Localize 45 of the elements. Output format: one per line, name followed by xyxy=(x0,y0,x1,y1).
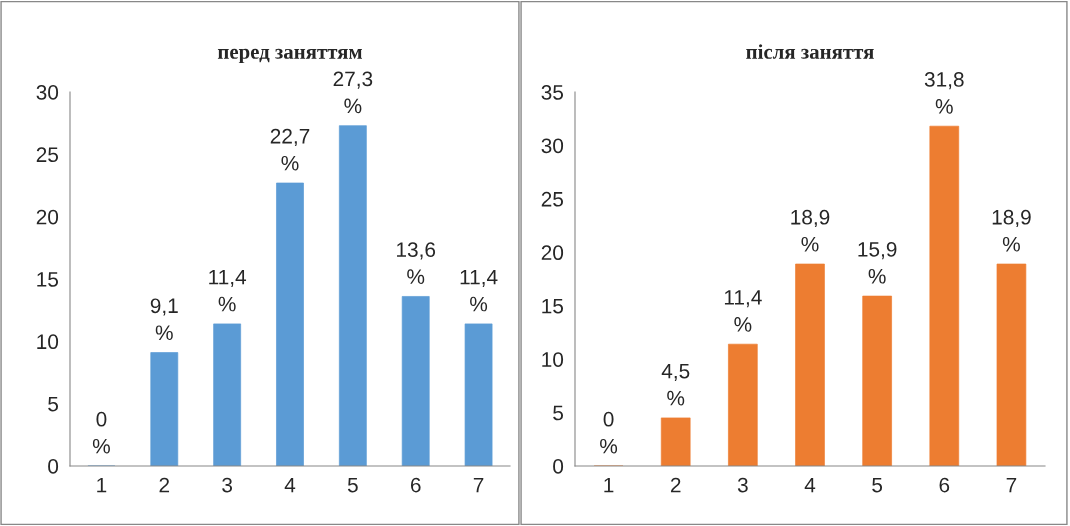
x-tick-label: 4 xyxy=(804,477,816,493)
x-tick-label: 2 xyxy=(670,477,681,493)
data-label: 18,9 % xyxy=(791,209,830,252)
y-tick-label: 25 xyxy=(541,191,564,207)
y-tick-label: 0 xyxy=(553,459,564,474)
y-tick-label: 0 xyxy=(48,459,59,474)
data-label: 4,5 % xyxy=(661,363,690,406)
data-label: 11,4 % xyxy=(209,269,247,312)
y-tick-label: 20 xyxy=(541,245,564,261)
data-label: 18,9 % xyxy=(992,209,1031,252)
x-tick-label: 7 xyxy=(1006,477,1017,493)
data-label: 15,9 % xyxy=(858,241,897,284)
data-label: 11,4 % xyxy=(460,269,498,312)
x-tick-label: 4 xyxy=(284,477,296,493)
y-tick-label: 10 xyxy=(542,352,564,367)
x-tick-label: 6 xyxy=(410,477,421,493)
y-tick-label: 30 xyxy=(36,85,59,100)
y-tick-label: 20 xyxy=(36,209,59,225)
y-tick-label: 5 xyxy=(48,396,59,412)
data-label: 22,7 % xyxy=(270,128,310,171)
y-tick-label: 15 xyxy=(542,298,564,314)
x-tick-label: 5 xyxy=(872,477,883,493)
data-label: 0 % xyxy=(600,411,618,454)
x-tick-label: 6 xyxy=(939,477,950,493)
chart-title: після заняття xyxy=(746,44,874,59)
x-tick-label: 3 xyxy=(222,477,233,493)
data-label: 0 % xyxy=(92,411,110,454)
data-label: 31,8 % xyxy=(924,72,964,114)
x-tick-label: 2 xyxy=(159,477,170,493)
y-tick-label: 35 xyxy=(541,85,564,100)
x-tick-label: 1 xyxy=(97,477,107,493)
data-label: 11,4 % xyxy=(724,290,762,332)
x-tick-label: 7 xyxy=(473,477,484,493)
y-tick-label: 10 xyxy=(37,334,59,350)
x-tick-label: 5 xyxy=(347,477,358,493)
y-tick-label: 15 xyxy=(37,272,59,287)
chart-title: перед заняттям xyxy=(217,48,362,64)
y-tick-label: 5 xyxy=(553,405,564,421)
data-label: 13,6 % xyxy=(397,242,436,284)
data-label: 27,3 % xyxy=(333,71,373,114)
y-tick-label: 25 xyxy=(36,147,59,163)
y-tick-label: 30 xyxy=(541,138,564,154)
x-tick-label: 3 xyxy=(737,477,748,493)
data-label: 9,1 % xyxy=(150,298,178,341)
x-tick-label: 1 xyxy=(604,477,614,493)
